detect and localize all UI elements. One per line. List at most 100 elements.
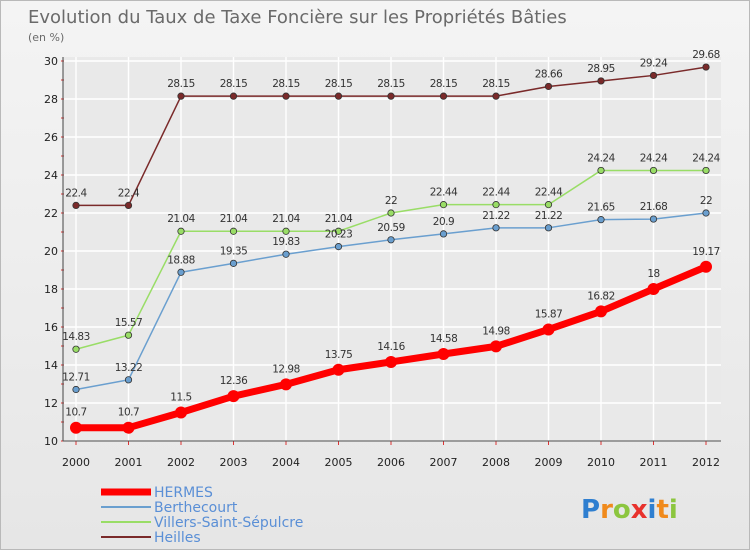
data-point <box>702 63 710 71</box>
data-point <box>229 92 238 100</box>
data-point <box>439 230 448 238</box>
data-point <box>227 390 240 403</box>
data-point <box>282 250 290 258</box>
x-tick-label: 2008 <box>482 456 510 469</box>
data-point <box>437 347 450 360</box>
data-label: 21.04 <box>272 213 300 225</box>
data-point <box>72 385 80 394</box>
data-point <box>124 331 133 339</box>
data-point <box>282 92 290 100</box>
x-tick-label: 2001 <box>115 456 143 469</box>
data-point <box>387 209 395 217</box>
data-point <box>439 201 448 209</box>
data-label: 21.04 <box>167 213 195 225</box>
data-label: 28.15 <box>377 78 405 90</box>
data-label: 29.24 <box>640 57 668 69</box>
legend: HERMESBerthecourtVillers-Saint-SépulcreH… <box>101 485 303 546</box>
data-label: 28.15 <box>482 78 510 90</box>
data-label: 21.22 <box>482 210 510 222</box>
data-label: 10.7 <box>65 407 86 419</box>
data-point <box>702 166 710 175</box>
data-label: 28.15 <box>272 78 300 90</box>
data-label: 21.22 <box>535 210 563 222</box>
data-label: 22.44 <box>535 187 563 199</box>
data-label: 13.22 <box>115 362 143 374</box>
data-point <box>492 92 500 100</box>
data-label: 11.5 <box>170 392 191 404</box>
data-label: 16.82 <box>587 290 615 302</box>
proxiti-logo: Proxiti <box>581 495 678 525</box>
data-point <box>124 201 133 209</box>
logo-letter: o <box>613 495 631 525</box>
y-tick-label: 16 <box>44 321 58 334</box>
y-tick-label: 20 <box>44 245 58 258</box>
data-label: 28.15 <box>167 78 195 90</box>
data-label: 21.68 <box>640 201 668 213</box>
legend-label: HERMES <box>154 485 213 501</box>
data-point <box>229 259 238 267</box>
data-point <box>597 166 605 175</box>
x-tick-label: 2005 <box>325 456 353 469</box>
data-label: 22 <box>700 195 712 207</box>
data-point <box>649 71 658 80</box>
data-point <box>70 421 82 434</box>
y-tick-label: 28 <box>44 93 58 106</box>
data-point <box>597 216 605 224</box>
logo-letter: i <box>669 495 678 525</box>
data-point <box>544 201 553 209</box>
data-point <box>334 243 343 251</box>
data-point <box>492 201 500 209</box>
plot-background <box>63 57 721 441</box>
data-point <box>647 283 660 295</box>
logo-letter: i <box>648 495 657 525</box>
data-label: 18.88 <box>167 254 195 266</box>
y-tick-label: 10 <box>44 435 58 448</box>
data-label: 14.83 <box>62 331 90 343</box>
data-point <box>385 355 397 368</box>
data-label: 20.59 <box>377 222 405 234</box>
y-tick-label: 30 <box>44 55 58 68</box>
data-point <box>387 92 395 100</box>
data-label: 15.87 <box>535 308 563 320</box>
data-point <box>597 77 605 85</box>
data-label: 24.24 <box>692 152 720 164</box>
x-tick-label: 2010 <box>587 456 615 469</box>
data-point <box>177 268 185 276</box>
data-label: 13.75 <box>325 349 353 361</box>
data-label: 22 <box>385 195 397 207</box>
data-point <box>542 323 555 336</box>
chart-title: Evolution du Taux de Taxe Foncière sur l… <box>28 7 567 28</box>
x-tick-label: 2009 <box>535 456 563 469</box>
x-tick-label: 2006 <box>377 456 405 469</box>
x-tick-label: 2003 <box>220 456 248 469</box>
data-point <box>544 82 553 91</box>
data-label: 21.04 <box>220 213 248 225</box>
axes: 10 12 14 16 18 20 22 24 26 28 30 2000 2001 2002 2003 20… <box>44 55 721 469</box>
data-label: 18 <box>647 268 659 280</box>
data-point <box>122 421 135 434</box>
gridlines <box>63 57 721 442</box>
data-label: 22.44 <box>482 187 510 199</box>
data-point <box>229 227 238 235</box>
data-labels: 22.4 22.4 28.15 28.15 28.15 28.15 28.15 28.15 28… <box>62 49 721 419</box>
legend-label: Villers-Saint-Sépulcre <box>154 515 303 531</box>
data-point <box>175 406 187 419</box>
plot-area <box>63 57 721 441</box>
data-label: 28.95 <box>587 63 615 75</box>
data-point <box>595 305 607 318</box>
x-tick-label: 2000 <box>62 456 90 469</box>
data-label: 28.15 <box>430 78 458 90</box>
data-label: 14.58 <box>430 333 458 345</box>
data-point <box>544 224 553 232</box>
data-label: 28.66 <box>535 68 563 80</box>
data-label: 22.4 <box>65 187 87 199</box>
data-label: 22.44 <box>430 187 458 199</box>
logo-letter: P <box>581 495 600 525</box>
y-tick-label: 14 <box>44 359 58 372</box>
x-tick-label: 2012 <box>692 456 720 469</box>
data-point <box>700 260 712 273</box>
y-tick-label: 24 <box>44 169 58 182</box>
data-label: 19.17 <box>692 246 720 258</box>
legend-label: Heilles <box>154 530 201 546</box>
